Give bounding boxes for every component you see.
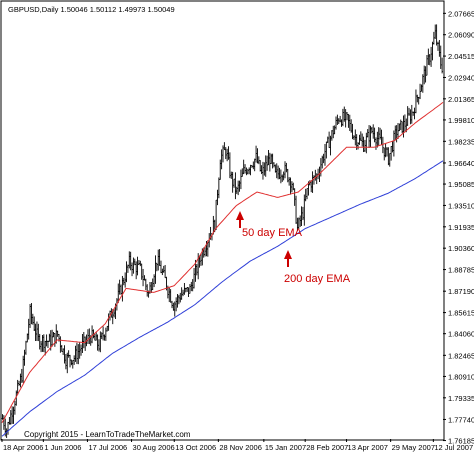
y-tick-label: 1.79335 <box>448 394 474 403</box>
y-tick-label: 2.07665 <box>448 9 474 18</box>
x-axis: 18 Apr 2006 1 Jun 2006 17 Jul 2006 30 Aug 2… <box>1 439 473 452</box>
x-tick-label: 30 Aug 2006 <box>133 443 175 452</box>
x-tick-label: 13 Oct 2006 <box>175 443 216 452</box>
y-tick-label: 1.87190 <box>448 287 474 296</box>
price-bar <box>441 57 444 74</box>
y-tick-label: 2.02940 <box>448 73 474 82</box>
x-tick-label: 18 Apr 2006 <box>3 443 43 452</box>
y-tick-label: 1.90360 <box>448 244 474 253</box>
x-tick-label: 15 Jan 2007 <box>265 443 306 452</box>
y-tick-label: 1.80910 <box>448 372 474 381</box>
y-tick-label: 1.93510 <box>448 201 474 210</box>
annotation-label-200-ema: 200 day EMA <box>284 273 351 285</box>
y-tick-label: 1.84060 <box>448 330 474 339</box>
y-tick-label: 1.96640 <box>448 159 474 168</box>
y-tick-label: 1.76185 <box>448 437 474 446</box>
plot-frame <box>0 0 445 441</box>
x-tick-label: 29 May 2007 <box>392 443 435 452</box>
y-tick-label: 2.06090 <box>448 31 474 40</box>
annotation-arrow-50-ema <box>236 211 244 228</box>
y-tick-label: 1.82465 <box>448 351 474 360</box>
x-tick-label: 28 Feb 2007 <box>306 443 348 452</box>
x-tick-label: 17 Jul 2006 <box>88 443 127 452</box>
x-tick-label: 28 Nov 2006 <box>219 443 262 452</box>
annotation-arrow-200-ema <box>284 250 292 267</box>
y-axis: 2.07665 2.06090 2.04515 2.02940 2.01365 1.998… <box>443 9 474 446</box>
y-tick-label: 2.01365 <box>448 95 474 104</box>
annotation-50-ema: 50 day EMA <box>236 211 303 239</box>
y-tick-label: 1.88785 <box>448 266 474 275</box>
y-tick-label: 2.04515 <box>448 52 474 61</box>
x-tick-label: 13 Apr 2007 <box>348 443 388 452</box>
copyright-text: Copyright 2015 - LearnToTradeTheMarket.c… <box>24 430 191 439</box>
y-tick-label: 1.99810 <box>448 116 474 125</box>
x-tick-label: 12 Jul 2007 <box>434 443 473 452</box>
y-tick-label: 1.77740 <box>448 415 474 424</box>
y-tick-label: 1.98235 <box>448 137 474 146</box>
ema-50-line <box>1 101 444 423</box>
ema-layer <box>1 101 444 437</box>
y-tick-label: 1.95085 <box>448 180 474 189</box>
x-tick-label: 1 Jun 2006 <box>44 443 81 452</box>
ema-200-line <box>1 160 444 437</box>
annotation-label-50-ema: 50 day EMA <box>242 227 303 239</box>
y-tick-label: 1.85615 <box>448 309 474 318</box>
chart-title: GBPUSD,Daily 1.50046 1.50112 1.49973 1.5… <box>8 5 175 14</box>
y-tick-label: 1.91935 <box>448 223 474 232</box>
annotation-200-ema: 200 day EMA <box>284 250 351 285</box>
